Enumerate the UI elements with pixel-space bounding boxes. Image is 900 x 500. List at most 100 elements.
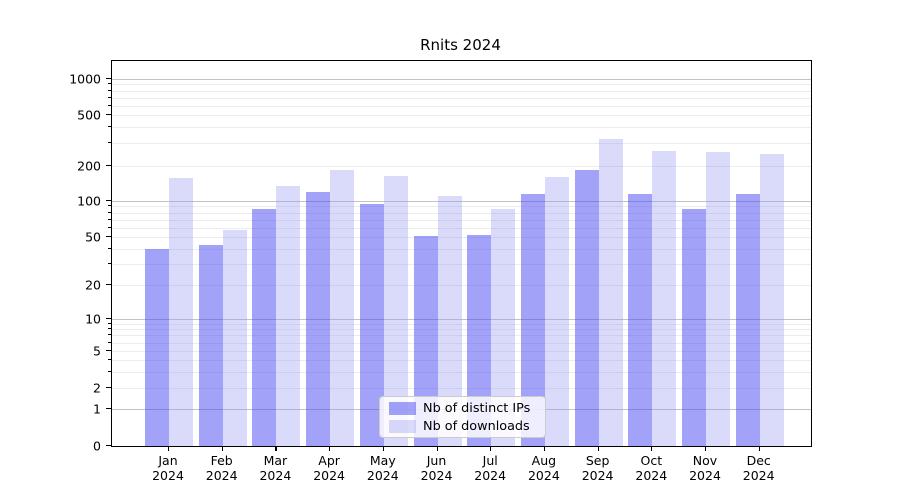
legend-swatch-downloads xyxy=(389,419,416,433)
legend-swatch-distinct-ips xyxy=(389,401,416,415)
bar-distinct-ips xyxy=(682,209,706,446)
x-tick-mark xyxy=(543,446,546,451)
gridline-minor xyxy=(112,166,811,167)
y-tick-mark xyxy=(106,350,111,352)
y-tick-mark-minor xyxy=(108,142,111,144)
y-tick-label: 1 xyxy=(93,401,101,416)
gridline-minor xyxy=(112,219,811,221)
y-tick-mark-minor xyxy=(108,322,111,324)
y-tick-mark xyxy=(106,318,111,320)
gridline-major xyxy=(112,319,811,321)
bar-downloads xyxy=(652,151,677,446)
gridline-major xyxy=(112,201,811,203)
x-tick-label: Jan 2024 xyxy=(152,453,184,483)
legend-item-distinct-ips: Nb of distinct IPs xyxy=(389,401,537,416)
legend-label-downloads: Nb of downloads xyxy=(423,418,530,434)
x-tick-label: Oct 2024 xyxy=(635,453,668,483)
y-tick-label: 50 xyxy=(85,229,101,244)
gridline-minor xyxy=(112,329,811,331)
x-tick-mark xyxy=(597,446,599,451)
gridline-minor xyxy=(112,342,811,344)
y-tick-mark-minor xyxy=(108,359,111,360)
x-tick-label: Jul 2024 xyxy=(474,453,507,483)
bar-distinct-ips xyxy=(306,191,331,446)
gridline-minor xyxy=(112,115,811,116)
y-tick-mark-minor xyxy=(108,218,111,220)
y-tick-mark xyxy=(106,387,111,389)
y-tick-mark xyxy=(106,408,111,410)
gridline-major xyxy=(112,79,811,81)
gridline-minor xyxy=(112,206,811,208)
bar-downloads xyxy=(276,185,301,446)
y-tick-mark-minor xyxy=(108,211,111,213)
x-tick-mark xyxy=(651,446,653,451)
bar-distinct-ips xyxy=(574,169,599,446)
y-tick-mark-minor xyxy=(108,96,111,98)
x-tick-label: Mar 2024 xyxy=(259,453,292,483)
y-tick-mark xyxy=(106,165,111,167)
x-tick-mark xyxy=(490,446,492,451)
bar-distinct-ips xyxy=(628,193,653,446)
x-tick-mark xyxy=(221,446,223,451)
plot-area xyxy=(111,60,812,447)
y-tick-label: 20 xyxy=(85,277,101,292)
x-tick-label: May 2024 xyxy=(366,453,399,483)
gridline-minor xyxy=(112,323,811,325)
gridline-minor xyxy=(112,351,811,352)
x-tick-label: Apr 2024 xyxy=(313,453,345,483)
bar-downloads xyxy=(330,169,355,446)
gridline-minor xyxy=(112,371,811,373)
y-tick-mark xyxy=(106,114,111,116)
gridline-minor xyxy=(112,97,811,99)
legend: Nb of distinct IPs Nb of downloads xyxy=(379,396,546,438)
x-tick-mark xyxy=(168,446,170,451)
gridline-minor xyxy=(112,335,811,337)
bar-distinct-ips xyxy=(252,209,277,446)
x-tick-mark xyxy=(275,446,277,451)
x-tick-label: Dec 2024 xyxy=(742,453,775,483)
y-tick-mark-minor xyxy=(108,341,111,343)
bar-downloads xyxy=(759,153,784,446)
y-tick-mark-minor xyxy=(108,205,111,207)
bar-downloads xyxy=(544,176,569,446)
gridline-minor xyxy=(112,248,811,250)
x-tick-mark xyxy=(705,446,707,451)
x-tick-mark xyxy=(382,446,384,451)
x-tick-label: Aug 2024 xyxy=(527,453,560,483)
gridline-minor xyxy=(112,84,811,86)
x-tick-label: Feb 2024 xyxy=(205,453,238,483)
bar-downloads xyxy=(598,138,623,446)
gridline-minor xyxy=(112,143,811,145)
y-tick-label: 500 xyxy=(77,107,101,122)
bar-downloads xyxy=(222,230,247,446)
y-tick-mark-minor xyxy=(108,126,111,128)
gridline-minor xyxy=(112,388,811,389)
gridline-minor xyxy=(112,90,811,92)
y-tick-label: 1000 xyxy=(69,71,101,86)
y-tick-mark-minor xyxy=(108,104,111,106)
gridline-minor xyxy=(112,105,811,107)
bar-downloads xyxy=(169,177,193,446)
y-tick-label: 2 xyxy=(93,380,101,395)
y-tick-mark xyxy=(106,284,111,286)
legend-item-downloads: Nb of downloads xyxy=(389,419,537,434)
y-tick-mark xyxy=(106,445,111,447)
bar-distinct-ips xyxy=(735,193,760,446)
gridline-minor xyxy=(112,127,811,129)
gridline-minor xyxy=(112,263,811,265)
bar-distinct-ips xyxy=(145,248,169,446)
y-tick-label: 5 xyxy=(93,343,101,358)
chart-title: Rnits 2024 xyxy=(420,36,501,54)
y-tick-mark-minor xyxy=(108,262,111,264)
y-tick-mark xyxy=(106,200,111,202)
y-tick-mark-minor xyxy=(108,226,111,228)
gridline-minor xyxy=(112,360,811,361)
y-tick-mark-minor xyxy=(108,247,111,249)
x-tick-label: Nov 2024 xyxy=(689,453,721,483)
y-tick-mark-minor xyxy=(108,334,111,336)
y-tick-label: 0 xyxy=(93,438,101,453)
x-tick-mark xyxy=(329,446,331,451)
x-tick-label: Jun 2024 xyxy=(420,453,453,483)
bar-distinct-ips xyxy=(198,244,223,446)
